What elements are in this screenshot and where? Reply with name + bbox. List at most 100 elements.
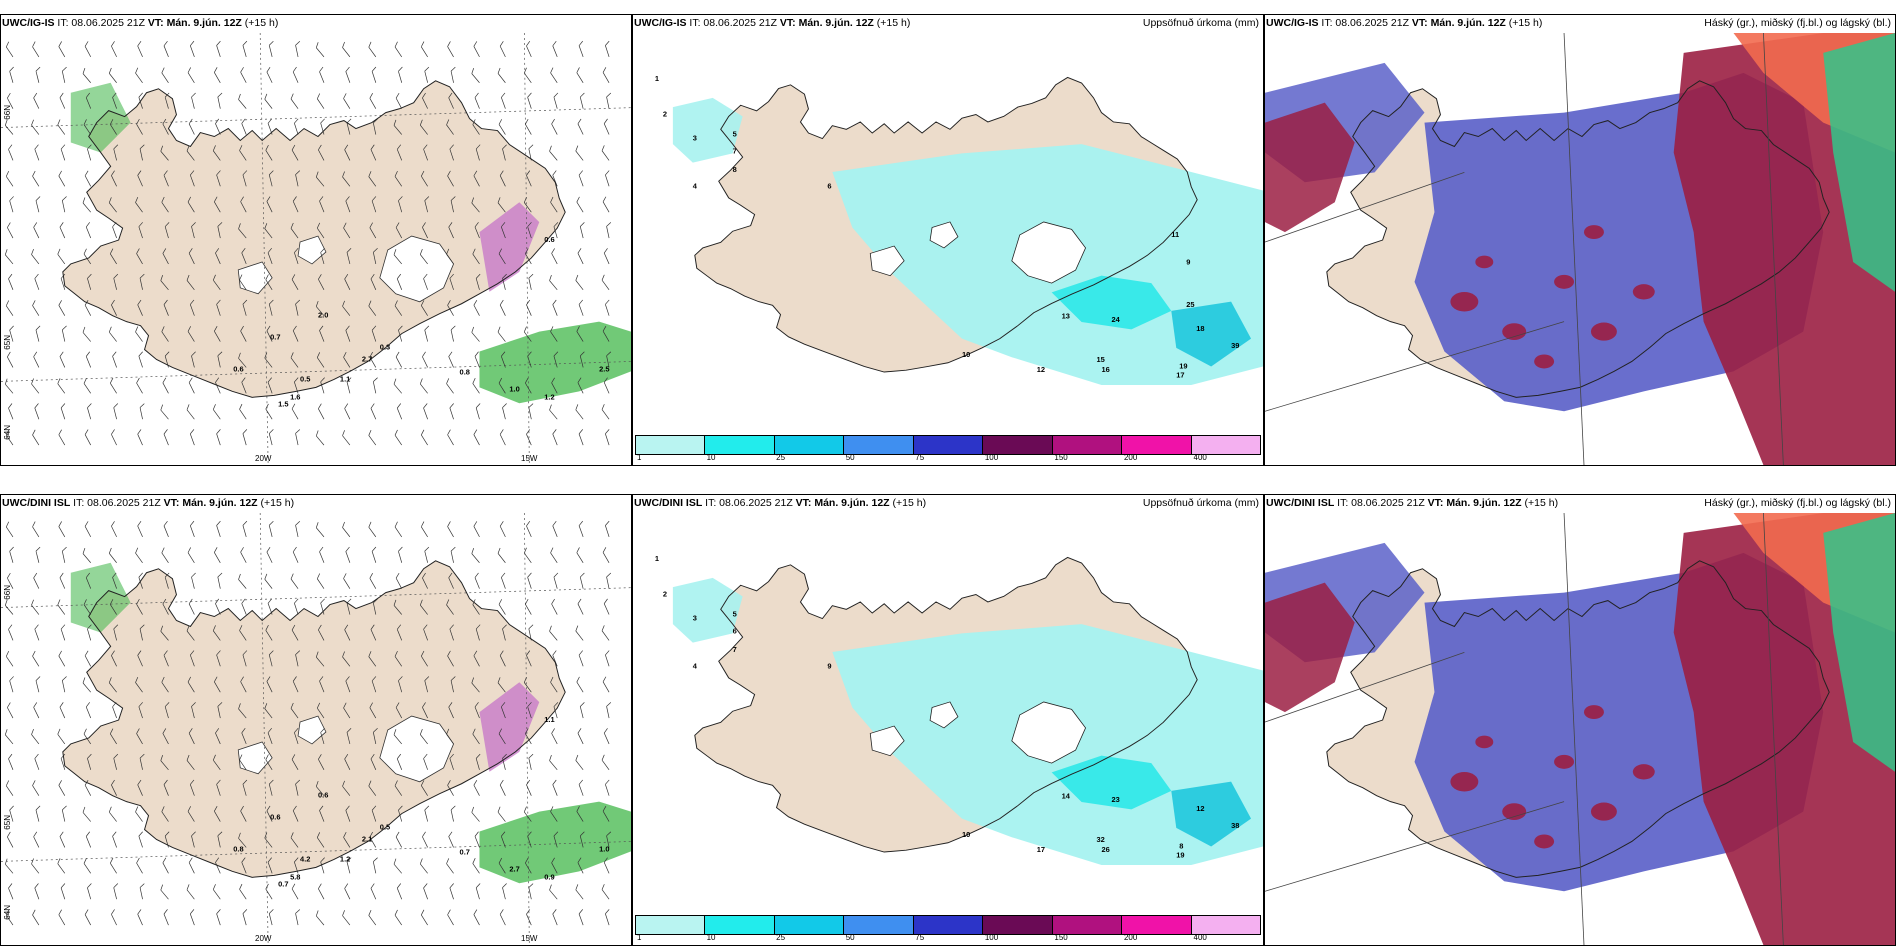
- legend-tick: 100: [984, 933, 999, 942]
- wind-barb: [163, 650, 169, 667]
- wind-barb: [292, 805, 299, 822]
- wind-barb: [603, 598, 610, 615]
- wind-barb: [8, 753, 14, 770]
- wind-barb: [319, 805, 325, 822]
- wind-barb: [136, 377, 143, 394]
- model-name: UWC/IG-IS: [2, 17, 55, 29]
- snow-area: [479, 202, 540, 292]
- wind-barb: [268, 429, 274, 446]
- wind-barb: [163, 170, 169, 187]
- wind-barb: [526, 41, 532, 58]
- wind-barb: [318, 624, 325, 641]
- wind-barb: [502, 403, 507, 420]
- wind-barb: [135, 677, 143, 693]
- wind-barb: [552, 170, 558, 187]
- wind-barb: [472, 858, 480, 874]
- wind-barb: [35, 196, 41, 213]
- wind-barb: [320, 247, 325, 265]
- valid-time: Mán. 9.jún. 12Z: [163, 17, 242, 29]
- wind-barb: [137, 299, 143, 316]
- wind-barb: [7, 572, 14, 589]
- wind-barb: [549, 625, 558, 641]
- wind-barb: [264, 93, 273, 109]
- wind-barb: [108, 67, 117, 83]
- precip-moderate-area: [1171, 301, 1252, 367]
- wind-barb: [137, 779, 143, 796]
- value-label: 7: [733, 147, 737, 156]
- wind-barb: [447, 909, 454, 926]
- wind-barb: [83, 378, 92, 394]
- wind-barb: [31, 378, 40, 394]
- wind-barb: [240, 325, 247, 342]
- wind-barb: [448, 351, 454, 368]
- glacier: [1011, 701, 1087, 764]
- graticule-line: [259, 33, 269, 465]
- wind-barb: [295, 909, 301, 926]
- wind-barb: [342, 910, 351, 926]
- value-label: 1.5: [278, 399, 288, 408]
- wind-barb: [318, 403, 325, 420]
- wind-barb: [394, 909, 403, 926]
- lead-time: (+15 h): [1505, 17, 1543, 29]
- wind-barb: [5, 170, 14, 187]
- cloud-cell: [1590, 802, 1617, 821]
- wind-barb: [241, 377, 247, 394]
- lead-time: (+15 h): [873, 17, 911, 29]
- value-label: 13: [1062, 312, 1070, 321]
- wind-barb: [579, 572, 585, 589]
- cloud-cell: [1534, 834, 1555, 849]
- value-label: 8: [733, 165, 737, 174]
- wind-barb: [398, 66, 403, 83]
- wind-barb: [8, 273, 14, 290]
- wind-barb: [446, 599, 454, 615]
- wind-barb: [369, 222, 377, 239]
- cloud-cell: [1583, 705, 1604, 720]
- wind-barb: [602, 325, 610, 342]
- wind-barb: [212, 274, 221, 291]
- value-label: 9: [827, 662, 831, 671]
- wind-barb: [83, 858, 92, 874]
- cloud-cell: [1590, 322, 1617, 341]
- legend-swatch: [913, 436, 984, 454]
- wind-barb: [4, 599, 14, 615]
- wind-barb: [498, 728, 506, 745]
- wind-barb: [423, 753, 428, 770]
- legend-swatch: [636, 436, 706, 454]
- wind-barb: [113, 753, 119, 770]
- wind-barb: [502, 883, 507, 900]
- wind-barb: [58, 521, 66, 538]
- glacier: [1011, 221, 1087, 284]
- wind-barb: [214, 547, 221, 563]
- wind-barb: [393, 858, 402, 874]
- wind-barb: [525, 118, 532, 135]
- wind-barb: [606, 702, 612, 719]
- wind-barb: [240, 805, 247, 822]
- wind-barb: [549, 404, 558, 420]
- value-label: 7: [733, 645, 737, 654]
- wind-barb: [264, 832, 273, 848]
- wind-barb: [295, 779, 301, 796]
- precip-moderate-area: [1051, 275, 1172, 330]
- wind-barb: [267, 727, 273, 745]
- wind-barb: [449, 144, 454, 161]
- wind-barb: [449, 403, 454, 420]
- wind-barb: [242, 40, 248, 57]
- wind-barb: [550, 67, 558, 83]
- wind-barb: [318, 883, 325, 900]
- wind-barb: [577, 377, 584, 394]
- wind-barb: [473, 170, 480, 187]
- value-label: 8: [1179, 842, 1183, 851]
- wind-barb: [82, 326, 91, 342]
- wind-barb: [370, 273, 377, 290]
- value-label: 12: [1196, 805, 1204, 814]
- valid-label: VT:: [163, 497, 180, 509]
- wind-barb: [135, 806, 143, 822]
- field-title: Háský (gr.), miðský (fj.bl.) og lágský (…: [1704, 17, 1891, 29]
- wind-barb: [419, 728, 428, 745]
- wind-barb: [605, 170, 610, 187]
- wind-barb: [5, 429, 14, 446]
- wind-barb: [85, 92, 92, 109]
- wind-barb: [264, 703, 273, 719]
- wind-barb: [111, 909, 117, 926]
- wind-barb: [35, 325, 41, 342]
